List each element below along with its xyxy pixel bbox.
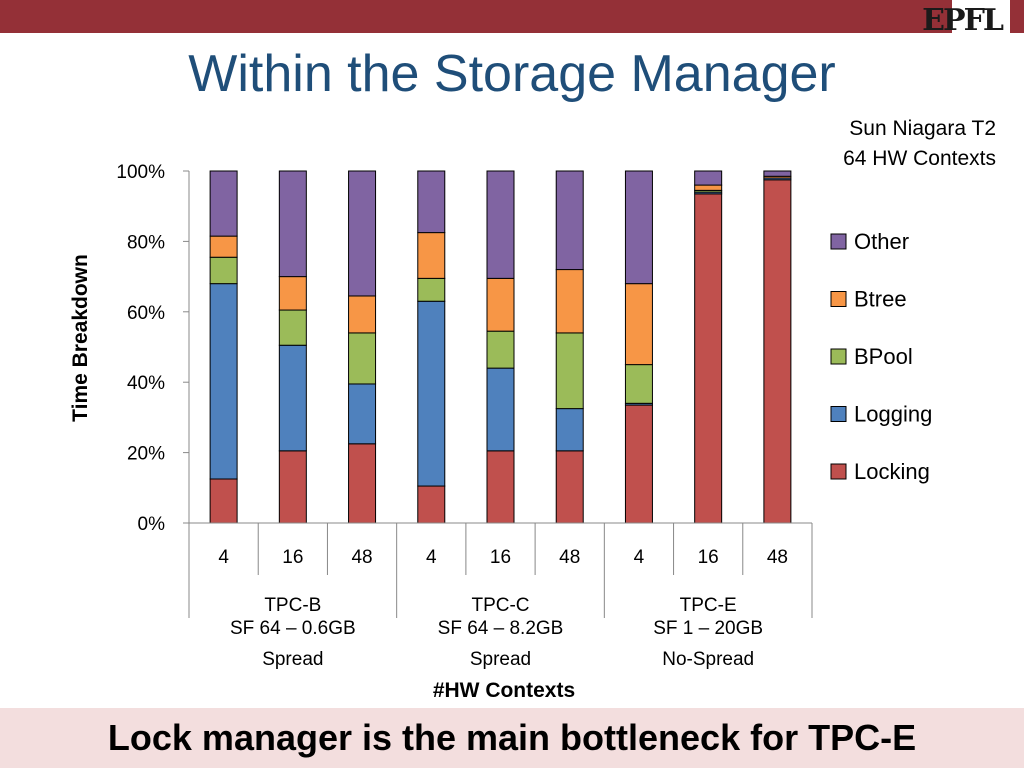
category-label: 4 <box>218 547 229 568</box>
bar-segment-locking-3 <box>417 485 446 524</box>
category-labels-layer: 4 16 48 4 16 48 4 16 48 <box>188 523 813 618</box>
category-label: 16 <box>698 547 719 568</box>
bar-segment-bpool-3 <box>417 277 446 302</box>
y-ticks-layer: 0% 20% 40% 60% 80% 100% <box>116 162 189 535</box>
bar-segment-bpool-6 <box>624 364 653 404</box>
legend-label-btree: Btree <box>854 287 907 312</box>
group-name: TPC-B <box>264 595 321 616</box>
bar-segment-bpool-4 <box>486 330 515 369</box>
legend-swatch-btree <box>830 291 847 307</box>
bar-segment-btree-7 <box>694 184 723 191</box>
footer-banner: Lock manager is the main bottleneck for … <box>0 708 1024 768</box>
bar-segment-other-6 <box>624 170 653 285</box>
bar-segment-other-8 <box>763 170 792 177</box>
bar-segment-logging-5 <box>555 408 584 452</box>
y-tick-label: 0% <box>138 514 166 535</box>
machine-note: Sun Niagara T2 64 HW Contexts <box>843 114 996 174</box>
slide-title: Within the Storage Manager <box>188 45 836 103</box>
legend-swatch-locking <box>830 463 847 480</box>
legend-label-bpool: BPool <box>854 344 913 369</box>
bar-segment-bpool-5 <box>555 332 584 410</box>
y-tick-label: 20% <box>127 444 165 465</box>
legend-label-logging: Logging <box>854 402 932 427</box>
y-tick-label: 80% <box>127 232 165 253</box>
group-labels-layer: TPC-BSF 64 – 0.6GB Spread TPC-CSF 64 – 8.2… <box>230 595 763 670</box>
legend: Other Btree BPool Logging Locking <box>830 229 932 484</box>
legend-label-locking: Locking <box>854 459 930 484</box>
category-label: 4 <box>426 547 437 568</box>
bar-segment-other-4 <box>486 170 515 279</box>
category-label: 48 <box>559 547 580 568</box>
axes-layer <box>188 171 812 524</box>
bar-segment-locking-6 <box>624 404 653 524</box>
machine-note-line2: 64 HW Contexts <box>843 147 996 170</box>
legend-swatch-logging <box>830 406 847 422</box>
bar-segment-logging-2 <box>348 383 377 445</box>
bar-segment-btree-2 <box>348 295 377 334</box>
y-tick-label: 40% <box>127 373 165 394</box>
bar-segment-btree-3 <box>417 232 446 279</box>
bar-segment-other-1 <box>278 170 307 278</box>
footer-text: Lock manager is the main bottleneck for … <box>107 717 917 758</box>
bar-segment-btree-5 <box>555 269 584 334</box>
bar-segment-locking-8 <box>763 179 792 524</box>
bar-segment-btree-4 <box>486 277 515 332</box>
category-label: 48 <box>351 547 372 568</box>
bar-segment-logging-0 <box>209 283 238 480</box>
group-name: TPC-E <box>680 595 737 616</box>
group-placement: Spread <box>470 649 531 670</box>
group-scale: SF 1 – 20GB <box>653 618 763 639</box>
group-placement: No-Spread <box>662 649 754 670</box>
bar-segment-bpool-0 <box>209 256 238 285</box>
bar-segment-locking-4 <box>486 450 515 524</box>
bar-segment-locking-5 <box>555 450 584 524</box>
bar-segment-bpool-1 <box>278 309 307 346</box>
bar-segment-btree-1 <box>278 276 307 311</box>
y-tick-label: 60% <box>127 303 165 324</box>
bar-segment-bpool-2 <box>348 332 377 385</box>
bar-segment-logging-1 <box>278 344 307 452</box>
bar-segment-other-3 <box>417 170 446 234</box>
bar-segment-logging-3 <box>417 300 446 487</box>
group-scale: SF 64 – 0.6GB <box>230 618 356 639</box>
bar-segment-locking-0 <box>209 478 238 524</box>
category-label: 16 <box>282 547 303 568</box>
logo-background <box>952 0 1010 33</box>
bar-segment-other-5 <box>555 170 584 271</box>
stacked-bar-chart: 0% 20% 40% 60% 80% 100% 4 16 48 4 16 48 4 16 48 TPC-B… <box>69 162 932 702</box>
group-name: TPC-C <box>471 595 529 616</box>
bar-segment-logging-4 <box>486 367 515 452</box>
header-bar <box>0 0 1024 33</box>
bar-segment-locking-2 <box>348 443 377 524</box>
legend-swatch-bpool <box>830 348 847 365</box>
bar-segment-btree-6 <box>624 283 653 366</box>
group-placement: Spread <box>262 649 323 670</box>
bar-segment-other-0 <box>209 170 238 237</box>
y-tick-label: 100% <box>116 162 165 183</box>
legend-label-other: Other <box>854 229 909 254</box>
bar-segment-locking-1 <box>278 450 307 524</box>
category-label: 16 <box>490 547 511 568</box>
bar-segment-locking-7 <box>694 193 723 524</box>
category-label: 48 <box>767 547 788 568</box>
epfl-logo: EPFL <box>922 2 1004 38</box>
group-scale: SF 64 – 8.2GB <box>438 618 564 639</box>
x-axis-title: #HW Contexts <box>433 679 575 702</box>
bar-segment-other-7 <box>694 170 723 186</box>
bar-segment-other-2 <box>348 170 377 297</box>
y-axis-title: Time Breakdown <box>69 254 92 422</box>
bars-layer <box>209 170 792 524</box>
machine-note-line1: Sun Niagara T2 <box>849 117 996 140</box>
legend-swatch-other <box>830 233 847 250</box>
bar-segment-btree-0 <box>209 235 238 258</box>
category-label: 4 <box>634 547 645 568</box>
